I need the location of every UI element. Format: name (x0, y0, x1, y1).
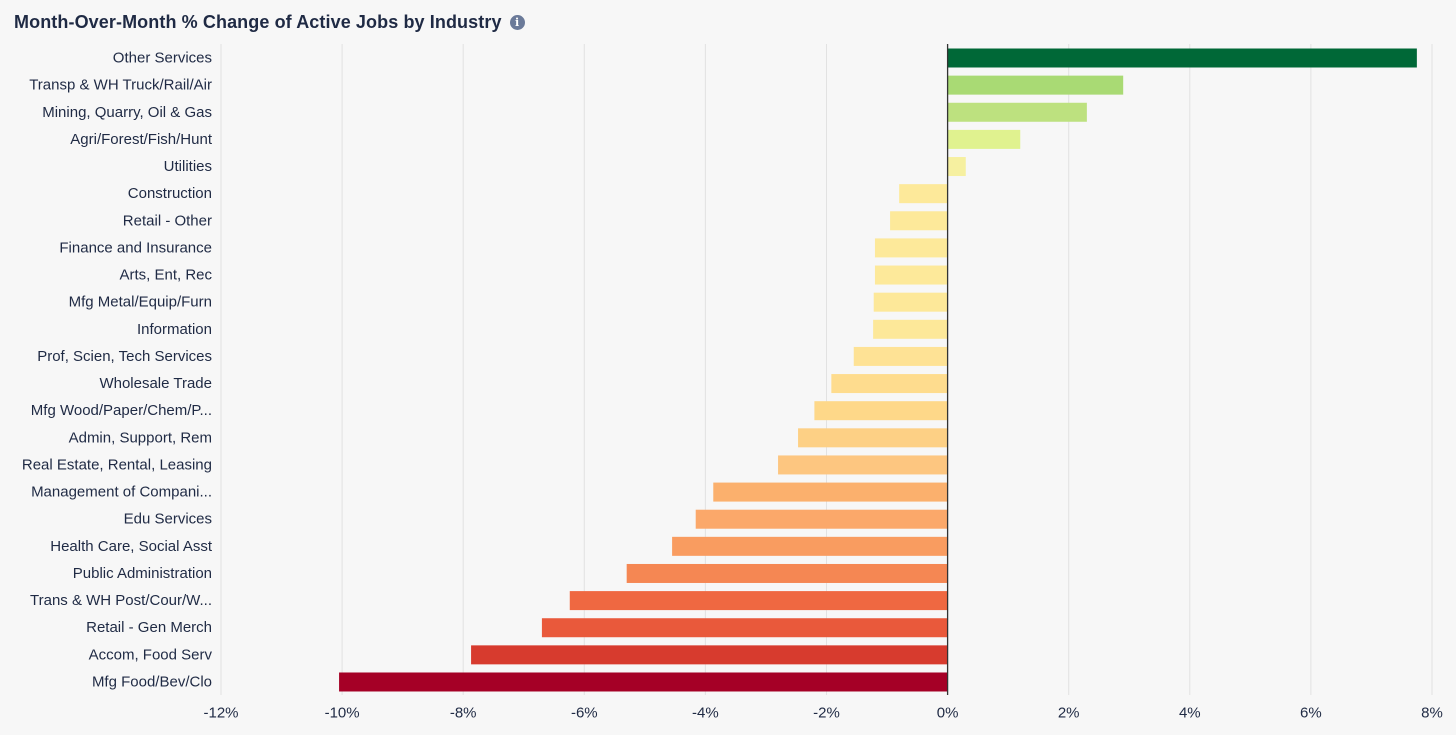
x-tick-label: 6% (1300, 705, 1322, 722)
category-label: Finance and Insurance (59, 239, 212, 256)
bar[interactable] (874, 238, 948, 258)
category-label: Arts, Ent, Rec (119, 267, 212, 284)
category-label: Edu Services (124, 511, 212, 528)
category-label: Construction (128, 185, 212, 202)
bar[interactable] (947, 129, 1021, 149)
category-label: Other Services (113, 50, 212, 67)
category-label: Mfg Food/Bev/Clo (92, 673, 212, 690)
bar[interactable] (947, 102, 1087, 122)
category-label: Retail - Other (123, 212, 212, 229)
bar[interactable] (541, 618, 948, 638)
category-label: Accom, Food Serv (89, 646, 213, 663)
info-icon[interactable]: i (509, 14, 525, 30)
bar[interactable] (672, 536, 948, 556)
chart-header: Month-Over-Month % Change of Active Jobs… (14, 9, 525, 35)
category-label: Mfg Wood/Paper/Chem/P... (31, 402, 212, 419)
category-label: Mfg Metal/Equip/Furn (69, 294, 212, 311)
bar[interactable] (814, 401, 948, 421)
chart-title: Month-Over-Month % Change of Active Jobs… (14, 11, 502, 32)
x-tick-label: 8% (1421, 705, 1443, 722)
bar[interactable] (831, 374, 948, 394)
x-tick-label: -10% (325, 705, 360, 722)
x-tick-label: -4% (692, 705, 719, 722)
bar[interactable] (471, 645, 948, 665)
x-tick-label: -2% (813, 705, 840, 722)
bar[interactable] (626, 563, 948, 583)
category-label: Mining, Quarry, Oil & Gas (42, 104, 212, 121)
category-label: Agri/Forest/Fish/Hunt (70, 131, 213, 148)
bar[interactable] (873, 319, 948, 339)
category-label: Transp & WH Truck/Rail/Air (29, 77, 212, 94)
bar[interactable] (695, 509, 948, 529)
bar[interactable] (569, 591, 948, 611)
x-tick-label: 4% (1179, 705, 1201, 722)
category-label: Trans & WH Post/Cour/W... (30, 592, 212, 609)
category-label: Prof, Scien, Tech Services (37, 348, 212, 365)
bar[interactable] (890, 211, 948, 231)
bar[interactable] (798, 428, 948, 448)
category-label: Information (137, 321, 212, 338)
bar[interactable] (899, 184, 948, 204)
category-label: Health Care, Social Asst (50, 538, 213, 555)
bar[interactable] (947, 75, 1124, 95)
bar[interactable] (853, 346, 948, 366)
bar[interactable] (874, 265, 948, 285)
category-label: Management of Compani... (31, 484, 212, 501)
x-tick-label: 2% (1058, 705, 1080, 722)
x-tick-label: 0% (937, 705, 959, 722)
bar[interactable] (873, 292, 948, 312)
category-label: Real Estate, Rental, Leasing (22, 456, 212, 473)
x-tick-label: -8% (450, 705, 477, 722)
bar[interactable] (947, 157, 966, 177)
x-tick-label: -12% (203, 705, 238, 722)
category-label: Wholesale Trade (99, 375, 212, 392)
category-label: Public Administration (73, 565, 212, 582)
category-label: Admin, Support, Rem (69, 429, 212, 446)
category-label: Utilities (164, 158, 212, 175)
bar[interactable] (339, 672, 948, 692)
bar[interactable] (713, 482, 948, 502)
x-tick-label: -6% (571, 705, 598, 722)
bar[interactable] (778, 455, 948, 475)
category-label: Retail - Gen Merch (86, 619, 212, 636)
bar[interactable] (947, 48, 1417, 68)
